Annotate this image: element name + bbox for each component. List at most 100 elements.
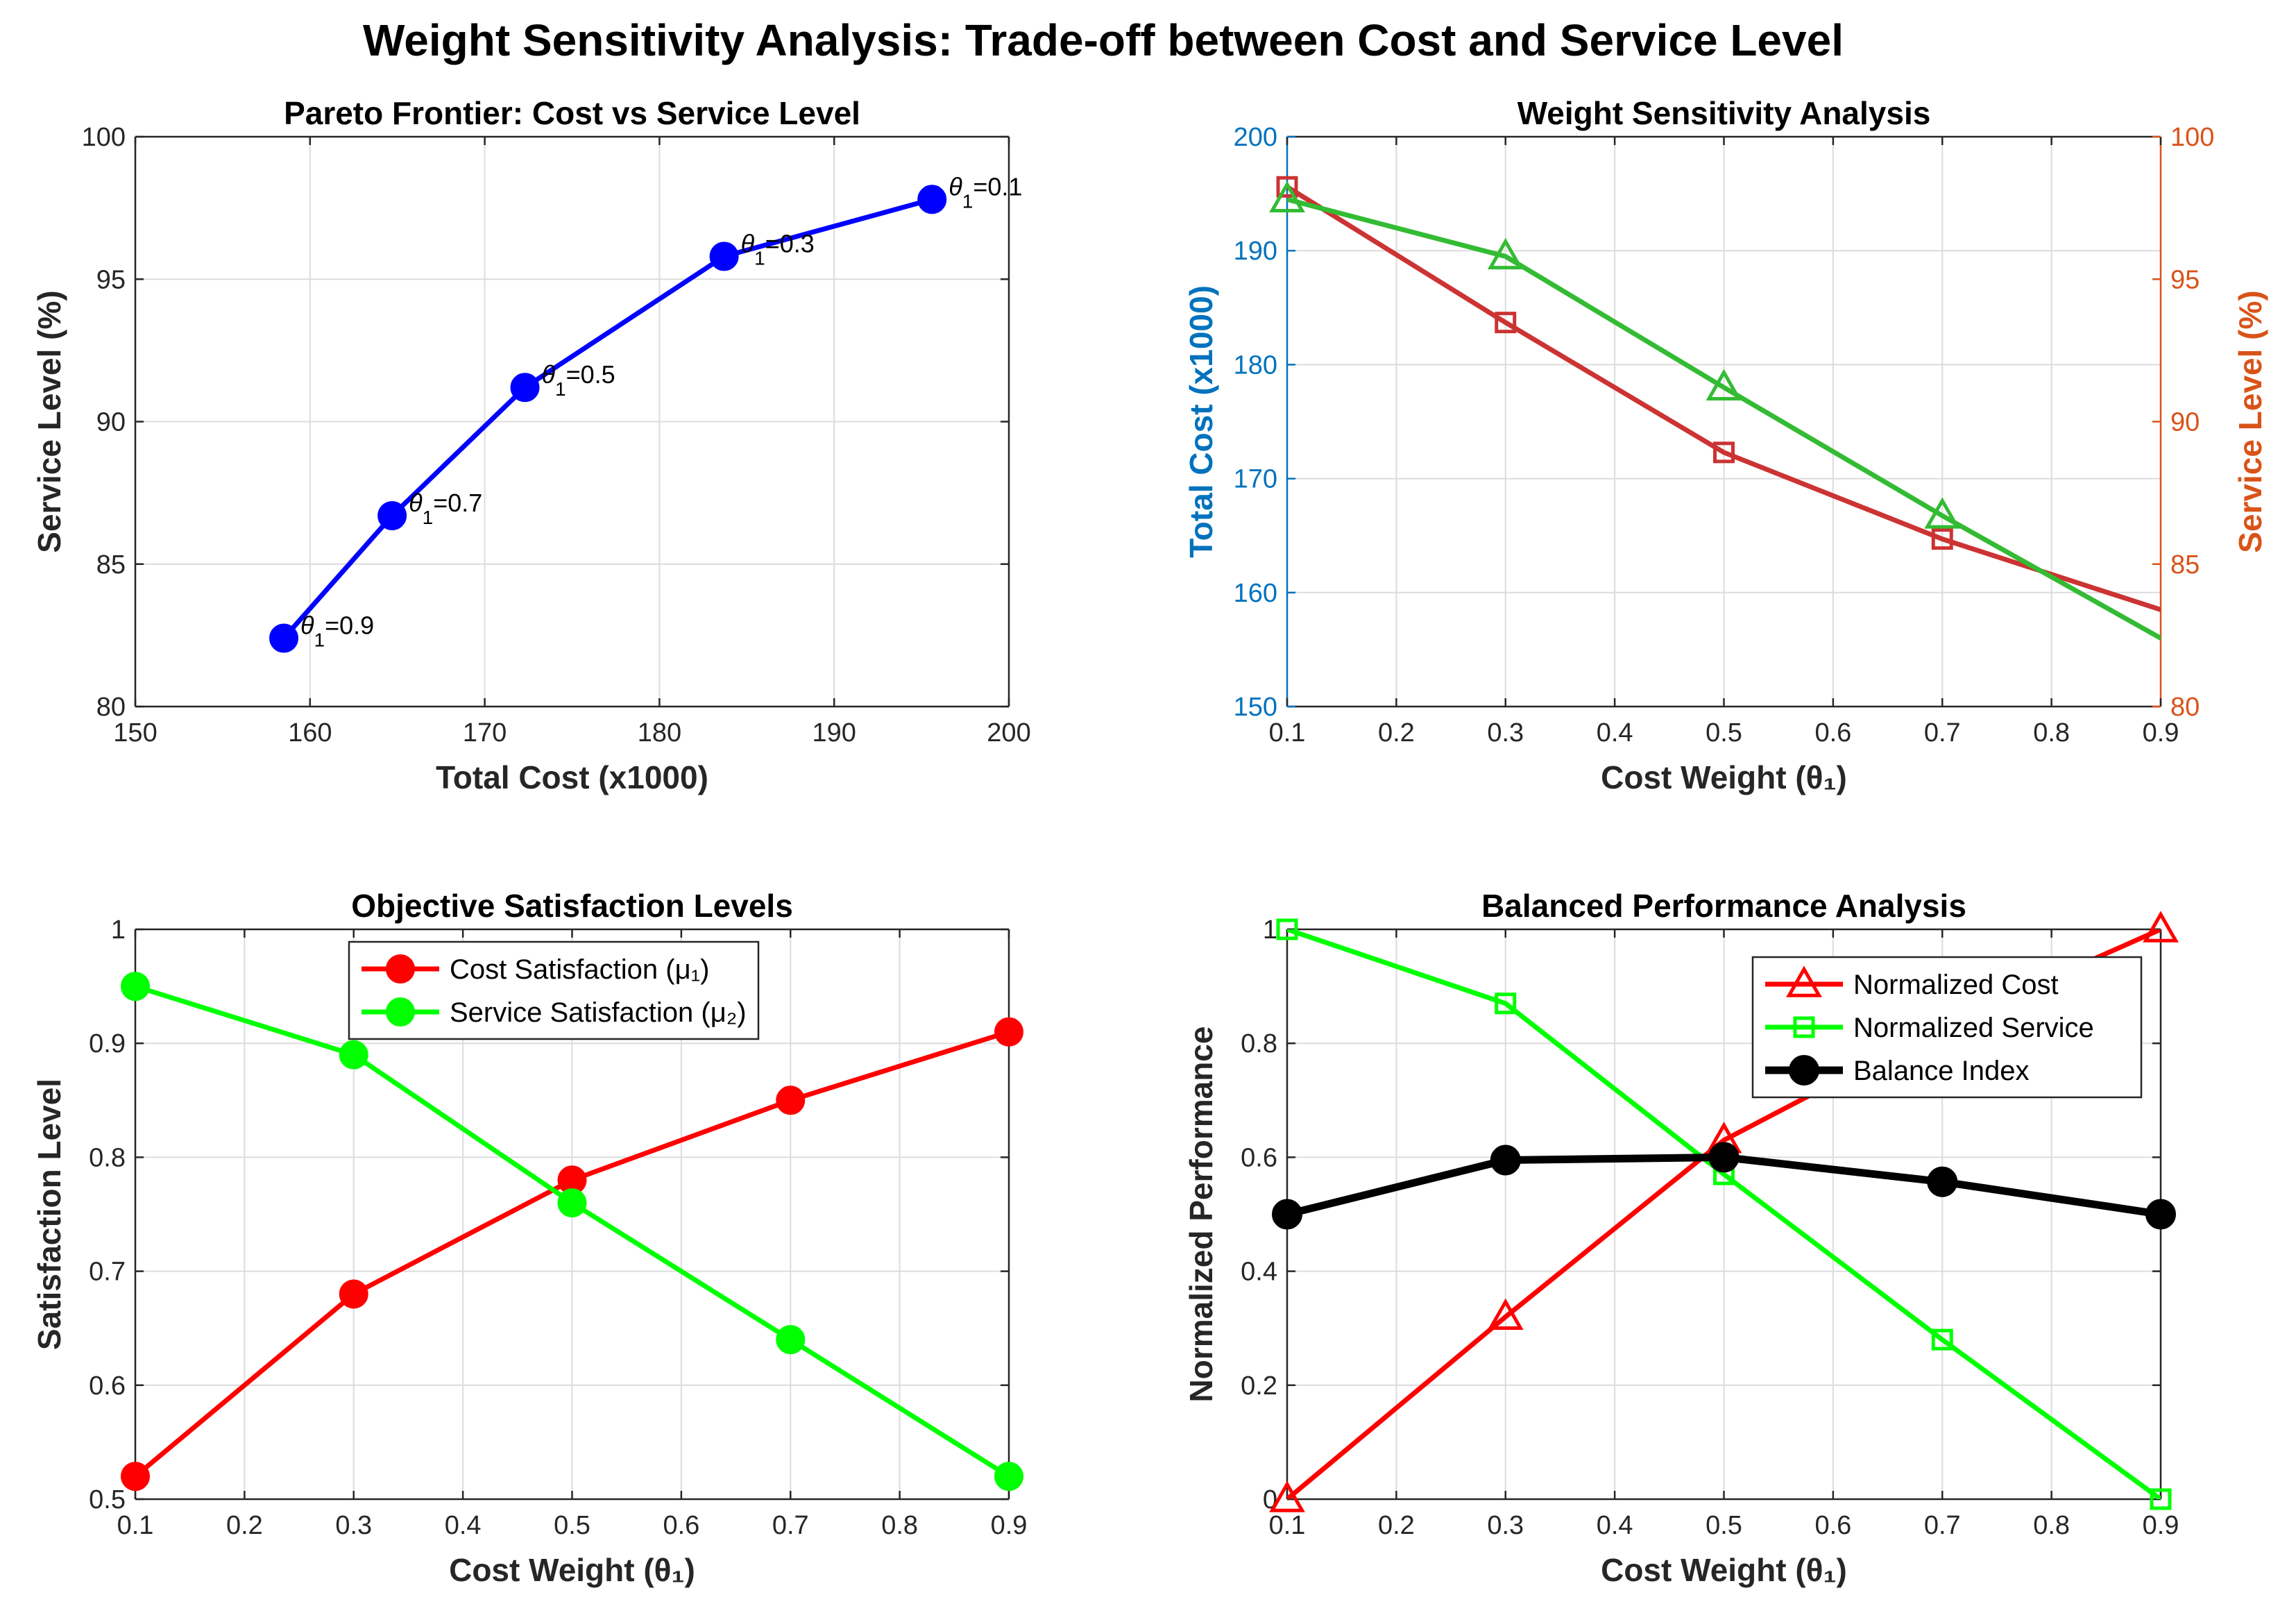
data-point (776, 1086, 806, 1115)
annotation-subscript: 1 (754, 247, 765, 269)
data-point (1495, 312, 1517, 334)
data-point (1924, 497, 1961, 529)
data-point (121, 972, 150, 1002)
legend-label: Balance Index (1853, 1056, 2030, 1086)
marker-group (1269, 911, 2179, 1512)
data-point (1931, 1328, 1953, 1351)
data-point (1927, 1166, 1958, 1197)
x-tick-label: 160 (288, 718, 332, 748)
annotation-subscript: 1 (962, 190, 973, 212)
y-tick-label: 100 (82, 123, 126, 152)
x-tick-label: 0.2 (1378, 1511, 1415, 1540)
x-tick-label: 0.5 (554, 1511, 590, 1540)
x-tick-label: 200 (987, 718, 1030, 748)
y-tick-label: 0.4 (1241, 1258, 1277, 1287)
x-tick-label: 0.9 (2143, 718, 2179, 748)
chart-satisfaction: 0.1 0.2 0.3 0.4 0.5 0.6 0.7 0.8 0.9 0.5 0.6 0.7 0.8 0… (31, 888, 1027, 1588)
y-tick-label: 200 (1234, 123, 1277, 152)
annotation-subscript: 1 (314, 629, 325, 650)
data-point (1708, 1142, 1740, 1173)
annotation-theta: θ (409, 489, 423, 517)
data-point (709, 242, 739, 271)
x-tick-label: 0.1 (1269, 1511, 1306, 1540)
y-tick-label: 1 (111, 915, 126, 945)
y-tick-label: 0.6 (89, 1371, 126, 1401)
data-point (2145, 1199, 2176, 1230)
x-tick-label: 0.4 (445, 1511, 482, 1540)
data-point (994, 1017, 1023, 1047)
data-point (776, 1325, 806, 1355)
y-tick-label: 180 (1234, 351, 1277, 380)
y-tick-label: 80 (96, 693, 126, 722)
annotation-value: =0.1 (973, 172, 1022, 201)
data-point (2150, 1488, 2172, 1510)
data-point (2143, 911, 2179, 943)
data-point (1276, 918, 1298, 940)
annotation-theta: θ (300, 611, 314, 639)
y-tick-label: 0.5 (89, 1485, 126, 1514)
x-axis-label: Cost Weight (θ₁) (449, 1552, 695, 1588)
x-tick-label: 0.4 (1597, 718, 1633, 748)
axes-title: Weight Sensitivity Analysis (1517, 95, 1931, 131)
legend-marker (1789, 1055, 1819, 1086)
y-tick-label: 0.7 (89, 1258, 126, 1287)
x-tick-label: 180 (638, 718, 681, 748)
x-tick-label: 0.3 (1487, 718, 1524, 748)
y-axis-label: Satisfaction Level (31, 1079, 67, 1350)
annotation-value: =0.5 (566, 360, 615, 389)
axes-title: Balanced Performance Analysis (1481, 888, 1966, 924)
legend-marker (386, 997, 415, 1027)
y-right-tick-label: 90 (2170, 408, 2200, 437)
x-tick-label: 0.8 (2033, 718, 2070, 748)
data-point (121, 1462, 150, 1492)
annotation-theta: θ (949, 172, 962, 201)
annotation-subscript: 1 (555, 378, 566, 400)
y-tick-label: 0.8 (1241, 1029, 1277, 1058)
y-tick-label: 85 (96, 550, 126, 580)
legend: Normalized Cost Normalized Service Balance… (1751, 956, 2143, 1099)
data-point (917, 185, 947, 214)
x-tick-label: 0.2 (1378, 718, 1415, 748)
x-tick-label: 0.5 (1706, 718, 1742, 748)
x-axis-label: Cost Weight (θ₁) (1601, 759, 1847, 795)
y-axis-label: Normalized Performance (1183, 1027, 1219, 1403)
marker-group (121, 972, 1023, 1492)
data-point (1931, 528, 1953, 550)
x-tick-label: 0.3 (1487, 1511, 1524, 1540)
data-point (1269, 1480, 1305, 1512)
chart-sensitivity: 0.1 0.2 0.3 0.4 0.5 0.6 0.7 0.8 0.9 150 160 170 180 1… (1183, 95, 2268, 795)
y-tick-label: 0.6 (1241, 1143, 1277, 1172)
y-tick-label: 1 (1263, 915, 1277, 945)
x-tick-label: 0.7 (772, 1511, 809, 1540)
data-point (1276, 176, 1298, 198)
x-tick-label: 0.9 (2143, 1511, 2179, 1540)
x-axis-label: Total Cost (x1000) (436, 759, 708, 795)
data-point (1713, 441, 1735, 464)
y-tick-label: 160 (1234, 579, 1277, 608)
x-tick-label: 170 (463, 718, 507, 748)
y-right-tick-label: 85 (2170, 550, 2200, 580)
x-tick-label: 0.7 (1924, 718, 1961, 748)
point-annotation: θ1=0.5 (542, 360, 615, 400)
x-tick-label: 150 (113, 718, 157, 748)
x-tick-label: 0.8 (2033, 1511, 2070, 1540)
annotation-theta: θ (741, 229, 755, 257)
legend-marker (386, 954, 415, 983)
data-point (1272, 1199, 1302, 1230)
legend-marker (1786, 965, 1822, 997)
data-point (1269, 180, 1305, 213)
y-tick-label: 170 (1234, 465, 1277, 494)
x-tick-label: 0.6 (663, 1511, 699, 1540)
point-annotation: θ1=0.3 (741, 229, 815, 269)
legend-label: Normalized Service (1853, 1013, 2094, 1043)
chart-pareto: 150 160 170 180 190 200 80 85 90 95 100 Pareto Fron… (31, 95, 1031, 795)
x-axis-label: Cost Weight (θ₁) (1601, 1552, 1847, 1588)
axes-title: Pareto Frontier: Cost vs Service Level (284, 95, 860, 131)
x-tick-label: 0.6 (1814, 1511, 1851, 1540)
x-tick-label: 190 (812, 718, 856, 748)
y-tick-label: 190 (1234, 237, 1277, 266)
y-axis-label: Service Level (%) (31, 290, 67, 552)
legend-label: Service Satisfaction (μ₂) (450, 997, 747, 1028)
